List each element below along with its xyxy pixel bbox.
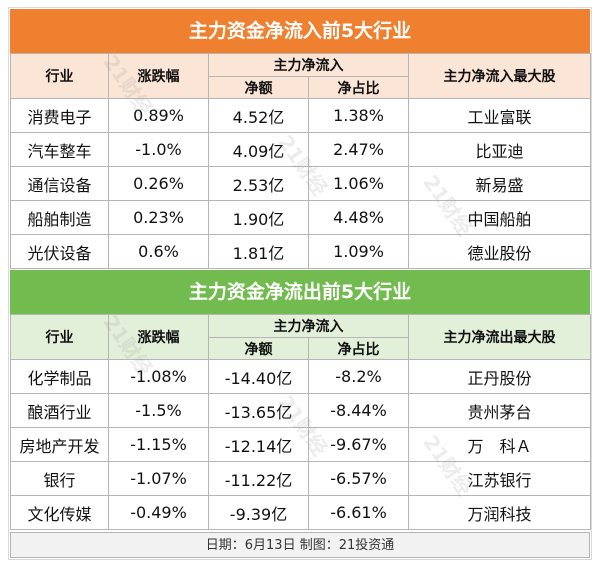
ratio-cell: -9.67% (308, 427, 409, 462)
outflow-header-ratio: 净占比 (308, 337, 409, 360)
outflow-header-amount: 净额 (208, 337, 309, 360)
outflow-title: 主力资金净流出前5大行业 (10, 270, 590, 314)
stock-cell: 贵州茅台 (408, 393, 591, 428)
ratio-cell: 2.47% (308, 132, 409, 167)
amount-cell: -9.39亿 (208, 495, 309, 530)
table-row: 文化传媒 -0.49% -9.39亿 -6.61% 万润科技 (10, 495, 591, 530)
stock-cell: 比亚迪 (408, 132, 591, 167)
change-cell: -1.0% (108, 132, 209, 167)
industry-cell: 消费电子 (10, 98, 109, 133)
stock-cell: 德业股份 (408, 234, 591, 269)
stock-cell: 中国船舶 (408, 200, 591, 235)
table-row: 汽车整车 -1.0% 4.09亿 2.47% 比亚迪 (10, 132, 591, 167)
amount-cell: 4.52亿 (208, 98, 309, 133)
ratio-cell: -6.57% (308, 461, 409, 496)
outflow-header-top-stock: 主力净流出最大股 (408, 314, 591, 360)
stock-cell: 正丹股份 (408, 359, 591, 394)
table-row: 消费电子 0.89% 4.52亿 1.38% 工业富联 (10, 98, 591, 133)
industry-cell: 化学制品 (10, 359, 109, 394)
amount-cell: -14.40亿 (208, 359, 309, 394)
table-row: 光伏设备 0.6% 1.81亿 1.09% 德业股份 (10, 234, 591, 269)
amount-cell: 2.53亿 (208, 166, 309, 201)
outflow-header-change: 涨跌幅 (108, 314, 209, 360)
ratio-cell: -8.44% (308, 393, 409, 428)
inflow-header-top-stock: 主力净流入最大股 (408, 53, 591, 99)
inflow-title: 主力资金净流入前5大行业 (10, 9, 590, 53)
ratio-cell: 1.09% (308, 234, 409, 269)
stock-cell: 万 科Ａ (408, 427, 591, 462)
outflow-header-group: 主力净流入 (208, 314, 409, 338)
industry-cell: 银行 (10, 461, 109, 496)
industry-cell: 酿酒行业 (10, 393, 109, 428)
inflow-header-change: 涨跌幅 (108, 53, 209, 99)
change-cell: 0.26% (108, 166, 209, 201)
change-cell: -1.5% (108, 393, 209, 428)
ratio-cell: -8.2% (308, 359, 409, 394)
industry-cell: 文化传媒 (10, 495, 109, 530)
industry-cell: 汽车整车 (10, 132, 109, 167)
inflow-header-ratio: 净占比 (308, 76, 409, 99)
industry-cell: 通信设备 (10, 166, 109, 201)
ratio-cell: 1.38% (308, 98, 409, 133)
outflow-header-row: 行业 涨跌幅 主力净流入 主力净流出最大股 (10, 314, 591, 360)
industry-cell: 船舶制造 (10, 200, 109, 235)
stock-cell: 工业富联 (408, 98, 591, 133)
change-cell: -0.49% (108, 495, 209, 530)
stock-cell: 新易盛 (408, 166, 591, 201)
outflow-subheader-row: 净额 净占比 (11, 337, 591, 360)
change-cell: -1.08% (108, 359, 209, 394)
inflow-table: 行业 涨跌幅 主力净流入 主力净流入最大股 净额 净占比 消费电子 0.89% … (10, 53, 591, 269)
amount-cell: 1.81亿 (208, 234, 309, 269)
change-cell: -1.07% (108, 461, 209, 496)
amount-cell: -13.65亿 (208, 393, 309, 428)
amount-cell: -12.14亿 (208, 427, 309, 462)
change-cell: 0.23% (108, 200, 209, 235)
table-row: 通信设备 0.26% 2.53亿 1.06% 新易盛 (10, 166, 591, 201)
inflow-header-row: 行业 涨跌幅 主力净流入 主力净流入最大股 (10, 53, 591, 99)
ratio-cell: 1.06% (308, 166, 409, 201)
inflow-subheader-row: 净额 净占比 (11, 76, 591, 99)
amount-cell: -11.22亿 (208, 461, 309, 496)
table-row: 酿酒行业 -1.5% -13.65亿 -8.44% 贵州茅台 (10, 393, 591, 428)
stock-cell: 万润科技 (408, 495, 591, 530)
table-row: 银行 -1.07% -11.22亿 -6.57% 江苏银行 (10, 461, 591, 496)
industry-cell: 光伏设备 (10, 234, 109, 269)
stock-cell: 江苏银行 (408, 461, 591, 496)
amount-cell: 4.09亿 (208, 132, 309, 167)
inflow-header-industry: 行业 (10, 53, 109, 99)
amount-cell: 1.90亿 (208, 200, 309, 235)
change-cell: 0.89% (108, 98, 209, 133)
table-row: 房地产开发 -1.15% -12.14亿 -9.67% 万 科Ａ (10, 427, 591, 462)
outflow-table: 行业 涨跌幅 主力净流入 主力净流出最大股 净额 净占比 化学制品 -1.08%… (10, 314, 591, 530)
industry-cell: 房地产开发 (10, 427, 109, 462)
ratio-cell: 4.48% (308, 200, 409, 235)
outflow-header-industry: 行业 (10, 314, 109, 360)
ratio-cell: -6.61% (308, 495, 409, 530)
table-row: 船舶制造 0.23% 1.90亿 4.48% 中国船舶 (10, 200, 591, 235)
change-cell: -1.15% (108, 427, 209, 462)
table-row: 化学制品 -1.08% -14.40亿 -8.2% 正丹股份 (10, 359, 591, 394)
inflow-header-group: 主力净流入 (208, 53, 409, 77)
footer-caption: 日期：6月13日 制图：21投资通 (10, 532, 590, 558)
inflow-header-amount: 净额 (208, 76, 309, 99)
change-cell: 0.6% (108, 234, 209, 269)
